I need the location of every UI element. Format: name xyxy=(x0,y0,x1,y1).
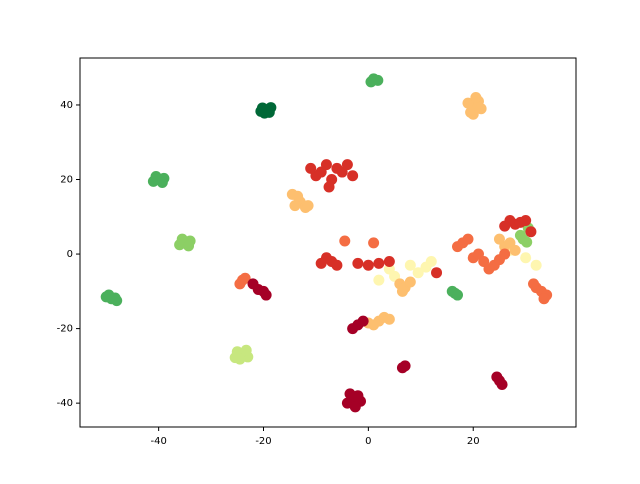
point xyxy=(323,181,335,193)
point xyxy=(349,401,361,413)
point xyxy=(255,105,267,117)
point xyxy=(362,259,374,271)
point xyxy=(499,248,511,260)
point xyxy=(320,159,332,171)
point xyxy=(286,188,298,200)
point xyxy=(365,76,377,88)
point xyxy=(520,215,532,227)
point xyxy=(470,92,482,104)
point xyxy=(339,235,351,247)
point xyxy=(452,289,464,301)
x-tick-label: -40 xyxy=(150,436,166,447)
point xyxy=(496,379,508,391)
point xyxy=(305,162,317,174)
point xyxy=(396,285,408,297)
point xyxy=(302,200,314,212)
point xyxy=(344,388,356,400)
point xyxy=(331,259,343,271)
point xyxy=(538,293,550,305)
point xyxy=(420,261,432,273)
point xyxy=(352,257,364,269)
point xyxy=(240,344,252,356)
point xyxy=(368,237,380,249)
point xyxy=(109,292,121,304)
point xyxy=(315,257,327,269)
point xyxy=(525,226,537,238)
point xyxy=(373,274,385,286)
point xyxy=(528,278,540,290)
y-tick-label: 0 xyxy=(67,249,73,260)
point xyxy=(383,313,395,325)
point xyxy=(373,257,385,269)
point xyxy=(347,323,359,335)
point xyxy=(431,267,443,279)
y-tick-label: -20 xyxy=(57,324,73,335)
x-tick-label: 20 xyxy=(467,436,480,447)
y-tick-label: 20 xyxy=(60,175,73,186)
point xyxy=(156,176,168,188)
point xyxy=(404,259,416,271)
y-tick-label: -40 xyxy=(57,398,73,409)
point xyxy=(260,289,272,301)
point xyxy=(412,267,424,279)
y-tick-label: 40 xyxy=(60,100,73,111)
point xyxy=(289,200,301,212)
point xyxy=(509,244,521,256)
point xyxy=(239,272,251,284)
point xyxy=(183,240,195,252)
point xyxy=(462,233,474,245)
point xyxy=(462,97,474,109)
point xyxy=(520,252,532,264)
x-tick-label: 0 xyxy=(365,436,371,447)
point xyxy=(383,256,395,268)
point xyxy=(467,108,479,120)
point xyxy=(475,103,487,115)
point xyxy=(347,170,359,182)
plot-frame xyxy=(79,57,577,428)
point xyxy=(341,159,353,171)
x-tick-label: -20 xyxy=(255,436,271,447)
point xyxy=(265,102,277,114)
point xyxy=(493,233,505,245)
point xyxy=(357,315,369,327)
point xyxy=(499,220,511,232)
point xyxy=(247,278,259,290)
point xyxy=(452,241,464,253)
point xyxy=(229,352,241,364)
point xyxy=(396,362,408,374)
point xyxy=(404,276,416,288)
point xyxy=(483,263,495,275)
point xyxy=(514,229,526,241)
point xyxy=(530,259,542,271)
